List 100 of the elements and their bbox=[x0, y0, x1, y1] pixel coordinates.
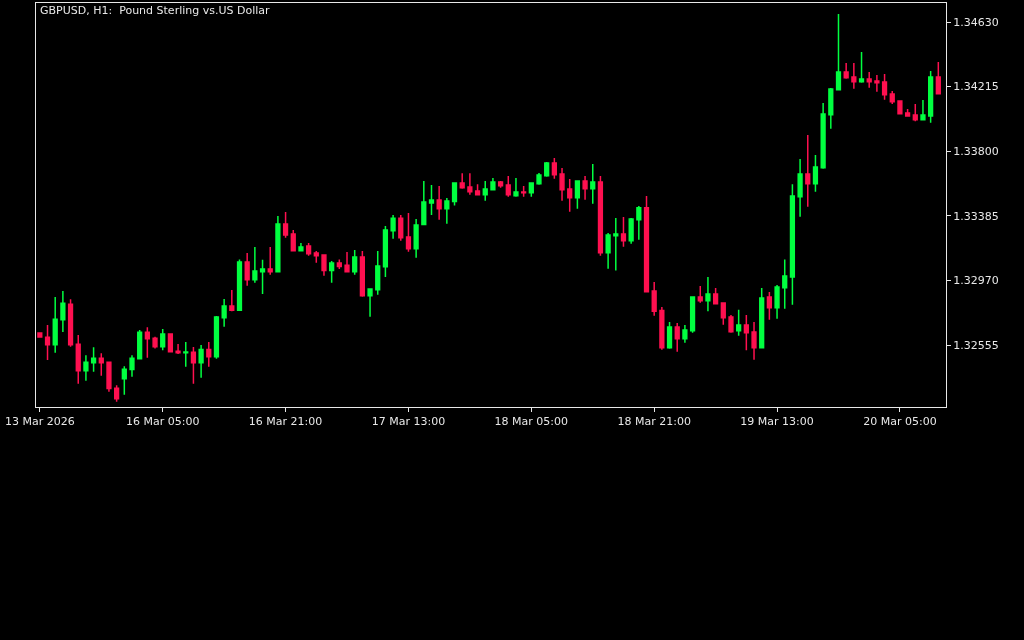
candlestick bbox=[282, 211, 289, 239]
x-tick-label: 19 Mar 13:00 bbox=[740, 415, 814, 429]
y-tick-label: 1.33385 bbox=[953, 209, 999, 223]
candlestick bbox=[221, 298, 227, 328]
candlestick bbox=[144, 326, 150, 359]
candlestick bbox=[904, 108, 911, 118]
candlestick bbox=[190, 346, 197, 385]
candlestick bbox=[490, 177, 496, 191]
candlestick bbox=[137, 329, 143, 360]
candlestick bbox=[152, 336, 158, 350]
candlestick bbox=[797, 158, 803, 218]
y-tick-label: 1.32555 bbox=[953, 339, 999, 353]
candlestick bbox=[390, 214, 396, 240]
candlestick bbox=[728, 314, 734, 334]
y-tick-label: 1.34215 bbox=[953, 80, 999, 94]
candlestick bbox=[628, 217, 634, 245]
chart-title: GBPUSD, H1: Pound Sterling vs.US Dollar bbox=[40, 3, 271, 17]
candlestick bbox=[428, 184, 435, 216]
candlestick bbox=[843, 62, 849, 80]
candlestick bbox=[329, 260, 335, 284]
candlestick bbox=[106, 360, 112, 393]
candlestick bbox=[759, 287, 765, 349]
candlestick bbox=[236, 258, 243, 312]
candlestick bbox=[67, 298, 74, 348]
candlestick bbox=[290, 229, 296, 252]
candlestick bbox=[213, 315, 220, 360]
candlestick bbox=[336, 258, 342, 270]
candlestick bbox=[482, 180, 488, 202]
candlestick bbox=[129, 354, 135, 378]
candlestick bbox=[582, 175, 588, 201]
candlestick bbox=[344, 251, 350, 274]
candlestick bbox=[305, 242, 312, 257]
candlestick bbox=[267, 246, 273, 276]
candlestick bbox=[183, 341, 189, 368]
candlestick bbox=[375, 250, 381, 296]
candlestick bbox=[866, 71, 872, 89]
candlestick bbox=[474, 183, 481, 196]
candlestick bbox=[114, 384, 120, 403]
candlestick bbox=[367, 288, 373, 318]
candlestick bbox=[559, 167, 565, 202]
candlestick bbox=[820, 102, 826, 170]
candlestick bbox=[544, 161, 550, 178]
candlestick bbox=[567, 178, 573, 213]
candlestick bbox=[398, 214, 404, 242]
x-tick-label: 20 Mar 05:00 bbox=[863, 415, 937, 429]
candlestick bbox=[321, 254, 327, 277]
candlestick bbox=[766, 291, 773, 321]
candlestick bbox=[881, 73, 888, 101]
candlestick bbox=[259, 258, 266, 295]
candlestick bbox=[252, 246, 258, 284]
candlestick bbox=[497, 180, 504, 189]
candlestick bbox=[835, 13, 842, 91]
candlestick bbox=[467, 172, 473, 196]
x-tick-label: 16 Mar 05:00 bbox=[125, 415, 200, 429]
candlestick bbox=[720, 302, 726, 326]
candlestick bbox=[651, 281, 657, 317]
candlestick bbox=[98, 352, 104, 377]
candlestick bbox=[666, 321, 673, 350]
candlestick bbox=[605, 232, 611, 270]
x-tick-label: 17 Mar 13:00 bbox=[371, 415, 446, 429]
candlestick bbox=[298, 242, 304, 252]
candlestick bbox=[620, 216, 627, 248]
candlestick bbox=[160, 328, 166, 352]
y-tick-label: 1.33800 bbox=[953, 145, 999, 159]
candlestick bbox=[889, 90, 895, 105]
candlestick bbox=[736, 309, 742, 337]
candlestick bbox=[874, 74, 880, 93]
candlestick bbox=[244, 252, 250, 287]
candlestick bbox=[743, 314, 749, 352]
candlestick bbox=[444, 197, 450, 225]
y-tick-label: 1.32970 bbox=[953, 274, 999, 288]
candlestick bbox=[897, 100, 903, 115]
candlestick bbox=[828, 87, 834, 130]
candlestick bbox=[682, 324, 688, 344]
candlestick bbox=[659, 306, 665, 351]
x-tick-label: 18 Mar 21:00 bbox=[617, 415, 691, 429]
candlestick bbox=[705, 276, 711, 313]
candlestick bbox=[789, 183, 796, 306]
candlestick bbox=[121, 365, 127, 396]
candlestick bbox=[805, 134, 811, 208]
candlestick bbox=[83, 354, 89, 382]
candlestick bbox=[405, 212, 412, 253]
candlestick bbox=[912, 103, 918, 122]
candlestick bbox=[689, 296, 696, 334]
candlestick bbox=[536, 172, 542, 186]
candlestick bbox=[920, 99, 926, 121]
candlestick bbox=[521, 185, 527, 198]
candlestick bbox=[229, 289, 235, 313]
candlestick bbox=[505, 175, 511, 198]
x-tick-label: 16 Mar 21:00 bbox=[248, 415, 323, 429]
candlestick bbox=[313, 250, 319, 264]
candlestick bbox=[382, 225, 389, 278]
candlestick bbox=[359, 250, 365, 298]
candlestick bbox=[636, 205, 642, 241]
candlestick bbox=[613, 217, 619, 272]
candlestick bbox=[782, 258, 788, 310]
candlestick bbox=[751, 321, 757, 361]
x-tick-label: 13 Mar 2026 bbox=[4, 415, 75, 429]
candlestick bbox=[590, 163, 596, 205]
candlestick bbox=[459, 172, 465, 190]
